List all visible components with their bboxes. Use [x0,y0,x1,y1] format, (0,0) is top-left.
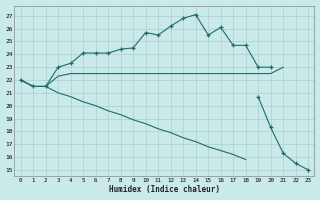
X-axis label: Humidex (Indice chaleur): Humidex (Indice chaleur) [109,185,220,194]
